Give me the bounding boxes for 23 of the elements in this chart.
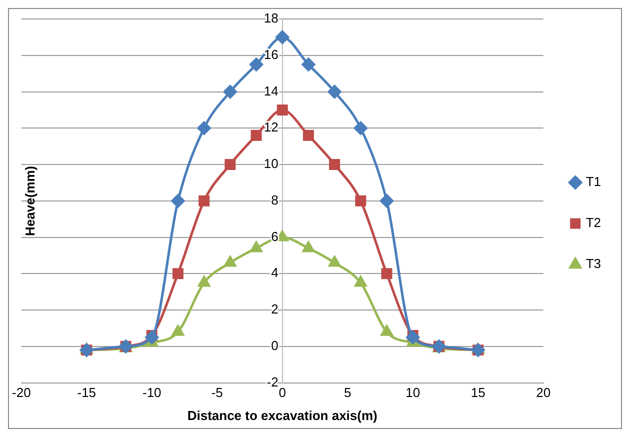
y-tick-label: 16	[264, 46, 278, 62]
y-tick-label: 12	[264, 120, 278, 135]
y-tick-label: 8	[271, 192, 278, 208]
x-tick-label: 5	[344, 385, 352, 400]
y-tick-label: 18	[264, 10, 278, 26]
y-axis-title: Heave(mm)	[22, 166, 38, 236]
y-tick-label: 0	[271, 338, 278, 353]
x-tick-label: -5	[211, 385, 223, 400]
x-axis-title: Distance to excavation axis(m)	[187, 408, 378, 423]
x-tick-label: 15	[470, 385, 486, 400]
legend-label: T2	[586, 215, 601, 230]
y-tick-label: 2	[271, 302, 278, 317]
x-tick-label: -15	[77, 385, 96, 400]
x-tick-label: 20	[536, 385, 551, 400]
x-tick-label: 10	[406, 385, 420, 400]
legend-label: T1	[586, 174, 601, 190]
legend-label: T3	[586, 256, 601, 272]
y-tick-label: 4	[271, 265, 278, 280]
x-tick-label: -20	[12, 385, 31, 400]
y-tick-label: 14	[264, 83, 278, 98]
x-tick-label: -10	[142, 385, 162, 400]
y-tick-label: 10	[264, 156, 278, 172]
y-tick-label: -2	[266, 374, 278, 390]
